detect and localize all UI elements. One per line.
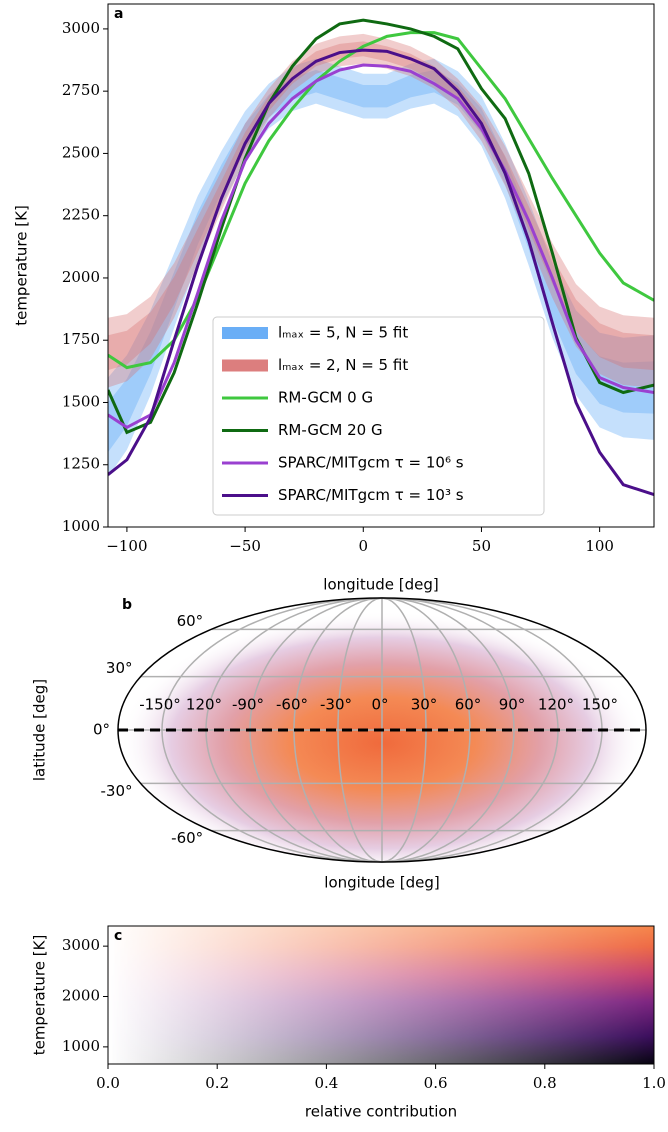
y-tick-label: 2000: [62, 268, 100, 286]
panel-label: b: [122, 597, 132, 613]
x-tick-label: 1.0: [642, 1074, 666, 1092]
fit-band: [108, 41, 654, 371]
y-tick-label: 2750: [62, 81, 100, 99]
x-tick-label: 0°: [371, 696, 388, 714]
x-tick-label: 30°: [411, 696, 438, 714]
grid-line: [161, 597, 383, 863]
y-tick-label: 2500: [62, 143, 100, 161]
plot-area: [108, 18, 654, 497]
colormap-image: [108, 926, 654, 1064]
grid-line: [381, 597, 515, 863]
x-tick-label: 150°: [582, 696, 618, 714]
legend-label: RM-GCM 0 G: [278, 389, 373, 407]
line: [108, 18, 654, 435]
legend-label: SPARC/MITgcm τ = 10⁶ s: [278, 454, 464, 472]
y-tick-label: 1000: [62, 1037, 100, 1055]
legend-label: SPARC/MITgcm τ = 10³ s: [278, 486, 464, 504]
y-tick-label: 2000: [62, 987, 100, 1005]
x-tick-label: 0.2: [205, 1074, 229, 1092]
x-tick-label: 0.0: [96, 1074, 120, 1092]
x-tick-label: 0.6: [424, 1074, 448, 1092]
y-tick-label: 1000: [62, 517, 100, 535]
x-axis-label: longitude [deg]: [323, 576, 438, 594]
y-tick-label: 2250: [62, 206, 100, 224]
y-tick-label: -60°: [171, 829, 203, 847]
x-tick-label: 0: [358, 537, 368, 555]
y-tick-label: 3000: [62, 936, 100, 954]
y-tick-label: 30°: [106, 659, 133, 677]
legend: lₘₐₓ = 5, N = 5 fit lₘₐₓ = 2, N = 5 fit RM…: [212, 316, 545, 516]
panel-b: 60° 30° 0° -30° -60° -150° 120° -90° -60° -30° 0° 3…: [31, 597, 647, 892]
y-tick-label: 3000: [62, 19, 100, 37]
x-tick-label: −50: [229, 537, 261, 555]
y-tick-label: -30°: [101, 782, 133, 800]
plot-frame: [107, 3, 655, 528]
y-tick-label: 1500: [62, 392, 100, 410]
y-tick-label: 0°: [93, 721, 110, 739]
line: [108, 48, 654, 497]
legend-box: [212, 316, 545, 516]
x-tick-label: 120°: [186, 696, 222, 714]
x-tick-label: 100: [585, 537, 614, 555]
x-tick-label: 0.8: [533, 1074, 557, 1092]
x-axis-label: relative contribution: [305, 1103, 457, 1121]
y-tick-label: 1750: [62, 330, 100, 348]
y-tick-label: 60°: [177, 612, 204, 630]
x-tick-label: -90°: [232, 696, 264, 714]
y-axis-label: latitude [deg]: [31, 679, 49, 781]
legend-label: lₘₐₓ = 5, N = 5 fit: [278, 324, 408, 342]
x-tick-label: 120°: [538, 696, 574, 714]
x-tick-label: -60°: [276, 696, 308, 714]
grid-line: [337, 597, 383, 863]
x-axis-label: longitude [deg]: [324, 874, 439, 892]
x-tick-label: 90°: [499, 696, 526, 714]
y-tick-label: 1250: [62, 455, 100, 473]
fit-band: [108, 58, 654, 478]
legend-label: lₘₐₓ = 2, N = 5 fit: [278, 356, 408, 374]
legend-label: RM-GCM 20 G: [278, 421, 383, 439]
map-outline: [117, 597, 647, 863]
x-tick-label: −100: [106, 537, 147, 555]
y-axis-label: temperature [K]: [13, 205, 31, 326]
x-tick-label: 50: [472, 537, 491, 555]
plot-frame: [107, 925, 655, 1065]
x-tick-label: 60°: [455, 696, 482, 714]
y-axis-label: temperature [K]: [31, 935, 49, 1056]
x-tick-label: 0.4: [314, 1074, 338, 1092]
line: [108, 63, 654, 430]
panel-label: c: [114, 928, 122, 944]
panel-a: a100012501500175020002250250027503000−10…: [13, 3, 655, 594]
legend-swatch: [222, 327, 268, 339]
legend-swatch: [222, 359, 268, 372]
panel-label: a: [114, 6, 123, 22]
panel-c: c 1000 2000 3000 0.0 0.2 0.4 0.6 0.8 1.0 relative …: [31, 925, 666, 1121]
x-tick-label: -150°: [139, 696, 181, 714]
x-tick-label: -30°: [320, 696, 352, 714]
